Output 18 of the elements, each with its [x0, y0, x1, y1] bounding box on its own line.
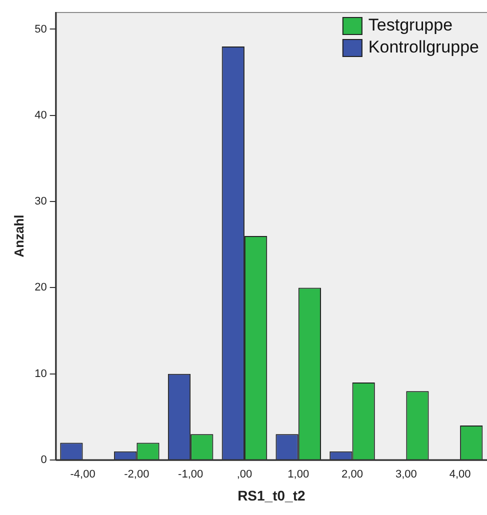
x-tick-label: 3,00	[395, 468, 417, 481]
y-tick-label: 30	[34, 196, 47, 208]
y-axis-title: Anzahl	[11, 214, 26, 258]
legend-label: Testgruppe	[368, 16, 453, 35]
x-tick-label: 1,00	[288, 468, 310, 481]
x-tick-label: 4,00	[449, 468, 471, 481]
y-tick-label: 20	[34, 282, 47, 294]
y-tick-label: 40	[34, 109, 47, 122]
y-tick-label: 10	[34, 368, 47, 380]
x-tick-label: -1,00	[178, 468, 204, 481]
x-tick-label: ,00	[236, 468, 252, 481]
x-tick-label: -2,00	[124, 468, 150, 481]
y-tick-label: 0	[40, 454, 47, 466]
x-tick-label: -4,00	[70, 468, 96, 481]
y-tick-label: 50	[34, 23, 47, 36]
x-axis-title: RS1_t0_t2	[238, 487, 306, 504]
legend-label: Kontrollgruppe	[368, 38, 480, 57]
x-tick-label: 2,00	[342, 468, 363, 481]
